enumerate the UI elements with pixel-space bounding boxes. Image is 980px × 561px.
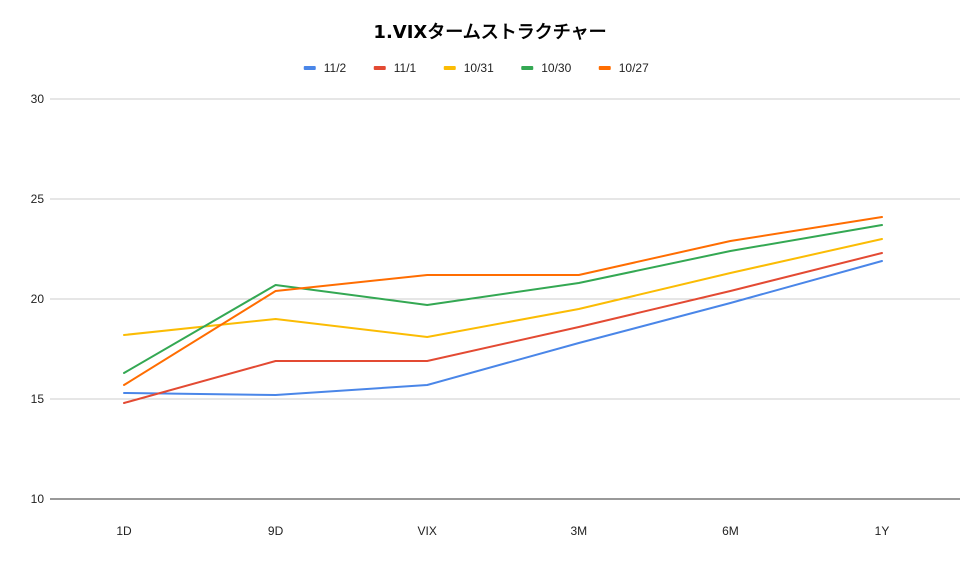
series-10-27 <box>123 216 883 386</box>
legend: 11/2 11/1 10/31 10/30 10/27 <box>303 61 649 75</box>
legend-swatch <box>598 66 611 70</box>
x-tick-label: 9D <box>268 524 284 538</box>
x-tick-label: 3M <box>570 524 587 538</box>
grid <box>50 98 960 500</box>
legend-label: 10/31 <box>464 61 494 75</box>
series-11-1 <box>123 252 883 404</box>
legend-label: 10/27 <box>619 61 649 75</box>
x-tick-label: 6M <box>722 524 739 538</box>
x-tick-label: 1D <box>116 524 132 538</box>
series-11-2 <box>123 260 883 396</box>
series-10-30 <box>123 224 883 374</box>
chart-title: 1.VIXタームストラクチャー <box>373 22 606 43</box>
x-tick-label: 1Y <box>875 524 890 538</box>
y-tick-label: 20 <box>31 292 45 306</box>
y-axis-ticks: 10 15 20 25 30 <box>31 92 45 506</box>
y-tick-label: 30 <box>31 92 45 106</box>
legend-swatch <box>303 66 316 70</box>
legend-swatch <box>443 66 456 70</box>
legend-item[interactable]: 11/2 <box>303 61 347 75</box>
series-line <box>123 238 883 338</box>
legend-swatch <box>373 66 386 70</box>
legend-item[interactable]: 10/31 <box>443 61 494 75</box>
y-tick-label: 15 <box>31 392 45 406</box>
series-10-31 <box>123 238 883 338</box>
legend-label: 10/30 <box>541 61 571 75</box>
x-axis-ticks: 1D 9D VIX 3M 6M 1Y <box>116 524 889 538</box>
series-group <box>123 216 883 404</box>
y-tick-label: 10 <box>31 492 45 506</box>
legend-label: 11/1 <box>394 61 417 75</box>
legend-item[interactable]: 10/30 <box>521 61 572 75</box>
series-line <box>123 260 883 396</box>
legend-swatch <box>521 66 534 70</box>
y-tick-label: 25 <box>31 192 45 206</box>
legend-label: 11/2 <box>324 61 347 75</box>
legend-item[interactable]: 11/1 <box>373 61 417 75</box>
legend-item[interactable]: 10/27 <box>598 61 649 75</box>
series-line <box>123 216 883 386</box>
x-tick-label: VIX <box>418 524 437 538</box>
series-line <box>123 224 883 374</box>
series-line <box>123 252 883 404</box>
